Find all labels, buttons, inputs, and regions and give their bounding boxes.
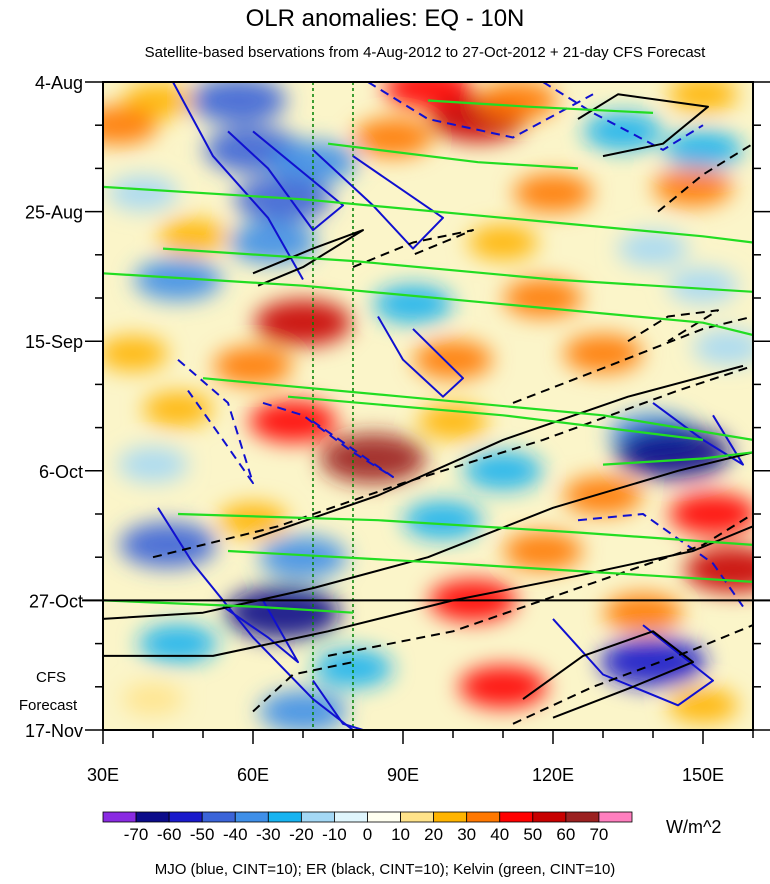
anomaly-cell-24 xyxy=(668,268,738,303)
colorbar-tick-label: -30 xyxy=(256,825,281,844)
colorbar-swatch xyxy=(169,812,202,822)
anomaly-cell-15 xyxy=(654,168,733,207)
colorbar-tick-label: -40 xyxy=(223,825,248,844)
colorbar-tick-label: 20 xyxy=(424,825,443,844)
colorbar-tick-label: -10 xyxy=(322,825,347,844)
chart-title: OLR anomalies: EQ - 10N xyxy=(246,5,525,32)
anomaly-cell-10 xyxy=(584,112,663,151)
colorbar-swatch xyxy=(500,812,533,822)
colorbar-tick-label: -50 xyxy=(190,825,215,844)
colorbar-swatch xyxy=(136,812,169,822)
anomaly-cell-34 xyxy=(320,434,426,484)
colorbar-swatch xyxy=(401,812,434,822)
contour-legend: MJO (blue, CINT=10); ER (black, CINT=10)… xyxy=(155,861,616,878)
anomaly-cell-44 xyxy=(504,532,583,571)
y-tick-label: 6-Oct xyxy=(39,462,83,482)
y-tick-label: 27-Oct xyxy=(29,591,83,611)
anomaly-cell-41 xyxy=(669,493,757,535)
anomaly-cell-39 xyxy=(218,503,288,538)
colorbar-swatch xyxy=(235,812,268,822)
x-tick-label: 120E xyxy=(532,765,574,785)
plot-area xyxy=(79,67,770,733)
anomaly-cell-36 xyxy=(118,447,188,482)
anomaly-cell-18 xyxy=(468,225,538,260)
anomaly-cell-4 xyxy=(479,81,558,120)
colorbar-swatch xyxy=(334,812,367,822)
colorbar-tick-label: -70 xyxy=(124,825,149,844)
colorbar-swatch xyxy=(202,812,235,822)
colorbar-swatch xyxy=(103,812,136,822)
anomaly-cell-25 xyxy=(98,336,168,371)
colorbar-swatch xyxy=(467,812,500,822)
anomaly-cell-19 xyxy=(618,231,688,266)
anomaly-cell-53 xyxy=(123,683,184,715)
colorbar-tick-label: -60 xyxy=(157,825,182,844)
forecast-label-line2: Forecast xyxy=(19,697,78,714)
colorbar-tick-label: 0 xyxy=(363,825,372,844)
anomaly-cell-49 xyxy=(139,624,218,663)
anomaly-cell-27 xyxy=(414,340,493,379)
y-tick-label: 25-Aug xyxy=(25,203,83,223)
colorbar-tick-label: 60 xyxy=(556,825,575,844)
colorbar-swatch xyxy=(533,812,566,822)
colorbar-tick-label: 10 xyxy=(391,825,410,844)
colorbar-tick-label: 70 xyxy=(589,825,608,844)
anomaly-cell-51 xyxy=(459,666,547,708)
anomaly-cell-23 xyxy=(504,279,583,318)
colorbar-tick-label: 30 xyxy=(457,825,476,844)
colorbar-tick-label: 40 xyxy=(490,825,509,844)
colorbar-swatch xyxy=(268,812,301,822)
anomaly-cell-1 xyxy=(190,78,287,124)
colorbar-swatch xyxy=(599,812,632,822)
chart-subtitle: Satellite-based bservations from 4-Aug-2… xyxy=(145,44,707,61)
anomaly-cell-37 xyxy=(464,451,543,490)
y-tick-label: 4-Aug xyxy=(35,73,83,93)
colorbar-swatch xyxy=(368,812,401,822)
x-tick-label: 150E xyxy=(682,765,724,785)
y-tick-label: 15-Sep xyxy=(25,332,83,352)
colorbar: -70 -60 -50 -40 -30 -20 -10 0 10 20 30 40 50 60 70 xyxy=(103,812,632,844)
anomaly-cell-30 xyxy=(143,391,213,426)
anomaly-cell-38 xyxy=(564,476,643,515)
colorbar-swatch xyxy=(301,812,334,822)
colorbar-tick-label: -20 xyxy=(289,825,314,844)
colorbar-tick-label: 50 xyxy=(523,825,542,844)
anomaly-cell-11 xyxy=(664,130,743,169)
x-tick-label: 60E xyxy=(237,765,269,785)
x-tick-label: 90E xyxy=(387,765,419,785)
anomaly-cell-6 xyxy=(79,106,158,145)
anomaly-cell-12 xyxy=(108,175,178,210)
x-axis: 30E 60E 90E 120E 150E xyxy=(87,730,753,785)
colorbar-swatch xyxy=(434,812,467,822)
anomaly-cell-31 xyxy=(249,400,337,442)
anomaly-cell-21 xyxy=(255,300,352,346)
y-tick-label: 17-Nov xyxy=(25,721,83,741)
colorbar-unit: W/m^2 xyxy=(666,817,721,837)
anomaly-cell-40 xyxy=(404,501,483,540)
forecast-label-line1: CFS xyxy=(36,669,66,686)
x-tick-label: 30E xyxy=(87,765,119,785)
colorbar-swatch xyxy=(566,812,599,822)
anomaly-cell-14 xyxy=(514,174,593,213)
anomaly-cell-22 xyxy=(374,285,453,324)
